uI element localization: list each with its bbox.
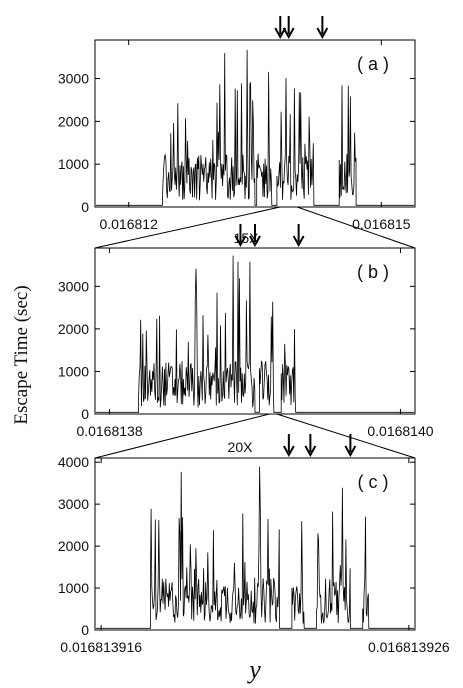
x-tick-label: 0.0168138 bbox=[76, 423, 142, 439]
y-tick-label: 2000 bbox=[58, 321, 89, 337]
x-tick-label: 0.016815 bbox=[352, 216, 411, 232]
x-tick-label: 0.016813926 bbox=[368, 639, 450, 655]
y-tick-label: 2000 bbox=[58, 113, 89, 129]
panel-c: 0 1000 2000 3000 4000 0.016813916 0.016813926 (… bbox=[58, 434, 450, 655]
down-arrow-icon bbox=[304, 434, 317, 458]
escape-time-series bbox=[96, 255, 414, 413]
y-tick-label: 3000 bbox=[58, 496, 89, 512]
zoom-connector-left bbox=[94, 206, 281, 249]
zoom-connector-left bbox=[94, 413, 270, 459]
y-tick-label: 2000 bbox=[58, 538, 89, 554]
escape-time-series bbox=[96, 49, 414, 206]
plot-frame bbox=[94, 247, 416, 415]
x-axis-label: y bbox=[246, 655, 261, 684]
escape-time-series bbox=[96, 466, 414, 629]
zoom-label-20x: 20X bbox=[228, 439, 254, 455]
plot-frame bbox=[94, 39, 416, 208]
plot-frame bbox=[94, 457, 416, 631]
panel-label: ( a ) bbox=[357, 54, 389, 74]
y-tick-label: 1000 bbox=[58, 580, 89, 596]
down-arrow-icon bbox=[282, 16, 295, 40]
x-tick-label: 0.016813916 bbox=[60, 639, 142, 655]
down-arrow-icon bbox=[316, 16, 329, 40]
y-tick-label: 0 bbox=[81, 199, 89, 215]
down-arrow-icon bbox=[292, 224, 305, 248]
y-tick-label: 4000 bbox=[58, 454, 89, 470]
panel-label: ( c ) bbox=[358, 472, 389, 492]
y-tick-label: 1000 bbox=[58, 156, 89, 172]
down-arrow-icon bbox=[249, 224, 261, 248]
panel-b: 0 1000 2000 3000 0.0168138 0.0168140 ( b ) bbox=[58, 224, 434, 459]
panel-a: 0 1000 2000 3000 0.016812 0.016815 ( a ) bbox=[58, 16, 416, 249]
x-tick-label: 0.0168140 bbox=[367, 423, 433, 439]
down-arrow-icon bbox=[274, 16, 287, 40]
down-arrow-icon bbox=[344, 434, 357, 458]
y-tick-label: 0 bbox=[81, 622, 89, 638]
y-axis-label: Escape Time (sec) bbox=[11, 285, 32, 424]
zoom-connector-right bbox=[276, 413, 416, 459]
down-arrow-icon bbox=[234, 224, 247, 248]
panel-label: ( b ) bbox=[357, 262, 389, 282]
y-tick-label: 0 bbox=[81, 406, 89, 422]
y-tick-label: 1000 bbox=[58, 363, 89, 379]
x-tick-label: 0.016812 bbox=[99, 216, 158, 232]
down-arrow-icon bbox=[282, 434, 295, 458]
y-tick-label: 3000 bbox=[58, 71, 89, 87]
zoom-connector-right bbox=[296, 206, 416, 249]
y-tick-label: 3000 bbox=[58, 278, 89, 294]
